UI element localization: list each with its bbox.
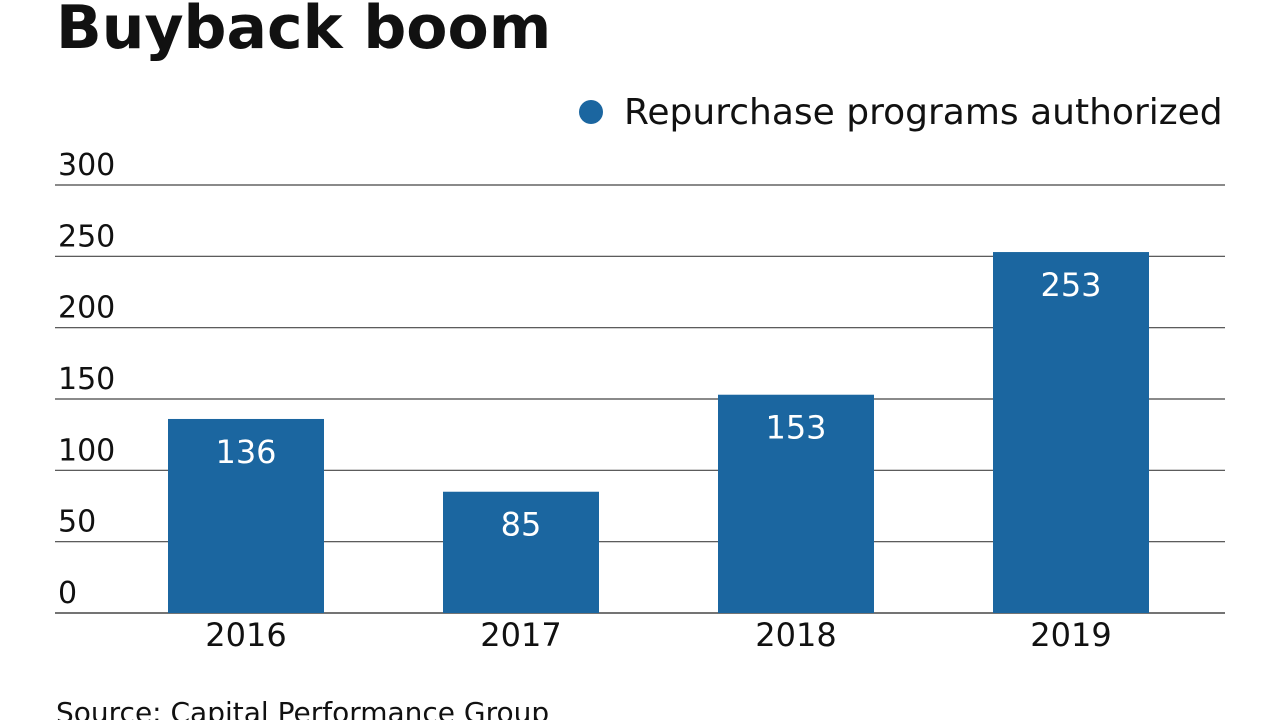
y-tick-label: 300 <box>58 148 115 183</box>
x-tick-label: 2017 <box>480 616 561 654</box>
source: Source: Capital Performance Group <box>56 696 549 720</box>
x-tick-label: 2018 <box>755 616 836 654</box>
y-tick-label: 200 <box>58 291 115 326</box>
y-tick-label: 100 <box>58 433 115 468</box>
data-label: 153 <box>765 409 826 447</box>
legend-label: Repurchase programs authorized <box>624 92 1223 133</box>
x-tick-label: 2019 <box>1030 616 1111 654</box>
x-tick-label: 2016 <box>205 616 286 654</box>
data-label: 85 <box>501 506 542 544</box>
chart-title: Buyback boom <box>56 0 551 63</box>
bar <box>718 394 874 613</box>
data-label: 136 <box>215 433 276 471</box>
bar <box>168 418 324 613</box>
data-label: 253 <box>1040 266 1101 304</box>
y-tick-label: 150 <box>58 362 115 397</box>
y-tick-label: 0 <box>58 576 77 611</box>
legend-marker <box>579 100 603 124</box>
y-tick-label: 50 <box>58 505 96 540</box>
y-tick-label: 250 <box>58 219 115 254</box>
bar <box>443 491 599 613</box>
bar <box>993 252 1149 613</box>
